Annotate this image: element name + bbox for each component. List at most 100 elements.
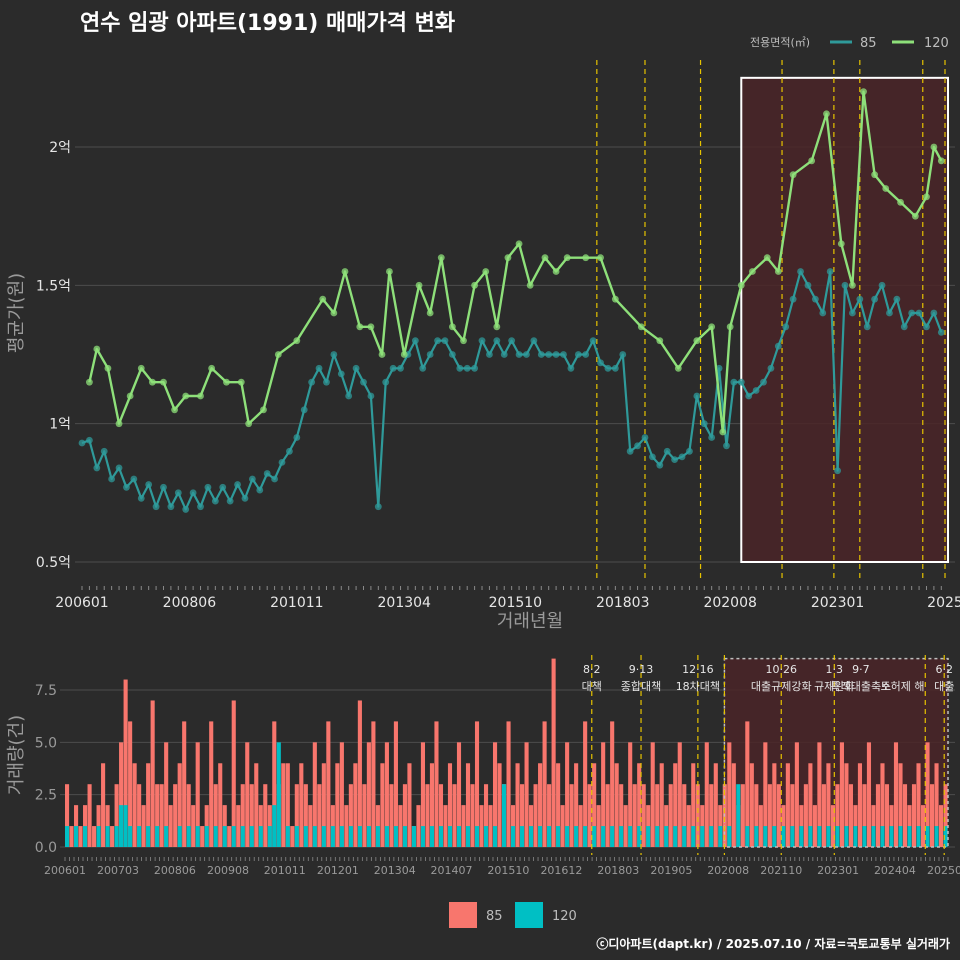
bar-120 <box>366 826 371 847</box>
bar-120 <box>114 826 119 847</box>
bar-85 <box>677 742 682 847</box>
point-120 <box>330 309 338 317</box>
point-120 <box>293 337 301 345</box>
point-85 <box>300 406 308 414</box>
point-120 <box>789 171 797 179</box>
bar-120 <box>177 826 182 847</box>
bar-85 <box>470 784 475 847</box>
bar-85 <box>402 784 407 847</box>
point-120 <box>774 268 782 275</box>
point-85 <box>626 447 634 455</box>
bar-120 <box>646 826 651 847</box>
bar-120 <box>240 826 245 847</box>
bar-85 <box>236 805 241 847</box>
bar-120 <box>934 826 939 847</box>
point-85 <box>234 481 241 488</box>
point-85 <box>389 364 397 372</box>
point-85 <box>204 483 212 491</box>
bar-85 <box>303 784 308 847</box>
bar-120 <box>465 826 471 847</box>
bar-120 <box>736 784 741 847</box>
y-tick-label-volume: 5.0 <box>35 735 57 751</box>
bar-85 <box>745 721 750 847</box>
point-120 <box>726 323 734 331</box>
bar-85 <box>659 763 664 847</box>
bar-85 <box>186 784 191 847</box>
bar-120 <box>474 826 480 847</box>
policy-date: 8·2 <box>583 663 601 676</box>
point-120 <box>763 254 771 262</box>
bar-120 <box>547 826 552 847</box>
legend-label-120: 120 <box>924 36 949 51</box>
bar-85 <box>281 763 286 847</box>
point-120 <box>386 268 393 275</box>
point-85 <box>841 281 849 289</box>
point-85 <box>811 295 819 303</box>
bar-85 <box>560 805 565 847</box>
bar-85 <box>808 763 813 847</box>
x-tick-label-volume: 201407 <box>431 864 473 877</box>
point-120 <box>448 323 456 331</box>
point-85 <box>486 351 493 358</box>
point-85 <box>937 328 945 336</box>
legend-title: 전용면적(㎡) <box>750 36 810 49</box>
bar-120 <box>907 826 912 847</box>
point-85 <box>723 442 730 450</box>
point-85 <box>441 337 449 345</box>
y-tick-label-volume: 0.0 <box>35 840 57 856</box>
bar-120 <box>276 742 281 847</box>
bar-85 <box>925 742 930 847</box>
point-120 <box>245 420 253 428</box>
bar-85 <box>317 784 322 847</box>
bar-120 <box>501 784 507 847</box>
bar-85 <box>650 742 655 847</box>
bar-85 <box>898 763 903 847</box>
bar-120 <box>889 826 894 847</box>
point-85 <box>278 459 286 466</box>
point-85 <box>574 351 582 358</box>
bar-120 <box>673 826 678 847</box>
bar-85 <box>339 742 344 847</box>
point-85 <box>760 378 767 386</box>
point-85 <box>774 342 782 350</box>
policy-label: 특례대출축소 <box>830 680 891 693</box>
bar-85 <box>592 763 597 847</box>
bar-120 <box>321 826 326 847</box>
bar-85 <box>902 784 908 847</box>
point-85 <box>604 364 612 372</box>
point-120 <box>897 198 904 206</box>
bar-85 <box>785 763 790 847</box>
bar-85 <box>173 784 178 847</box>
bar-120 <box>393 826 398 847</box>
bar-85 <box>452 784 457 847</box>
bar-120 <box>294 826 299 847</box>
point-85 <box>315 364 323 372</box>
bar-85 <box>290 826 295 847</box>
point-85 <box>93 464 101 472</box>
point-120 <box>674 364 682 372</box>
bar-120 <box>231 826 236 847</box>
x-tick-label-volume: 200703 <box>97 864 139 877</box>
bar-85 <box>866 742 872 847</box>
point-85 <box>767 364 775 372</box>
bar-120 <box>601 826 606 847</box>
bar-85 <box>682 784 687 847</box>
x-tick-label-volume: 202008 <box>707 864 749 877</box>
point-85 <box>819 309 827 317</box>
point-120 <box>171 406 178 414</box>
point-85 <box>500 351 508 358</box>
bar-85 <box>556 763 561 847</box>
bar-85 <box>465 763 471 847</box>
bar-85 <box>312 742 317 847</box>
bar-120 <box>916 826 921 847</box>
point-85 <box>211 497 219 505</box>
bar-120 <box>763 826 768 847</box>
y-tick-label: 1.5억 <box>36 278 71 294</box>
bar-85 <box>628 742 633 847</box>
bar-85 <box>740 784 745 847</box>
policy-date: 1·3 <box>826 663 844 676</box>
bar-85 <box>168 805 173 847</box>
bar-120 <box>303 826 308 847</box>
point-85 <box>174 489 182 497</box>
bar-85 <box>488 805 493 847</box>
